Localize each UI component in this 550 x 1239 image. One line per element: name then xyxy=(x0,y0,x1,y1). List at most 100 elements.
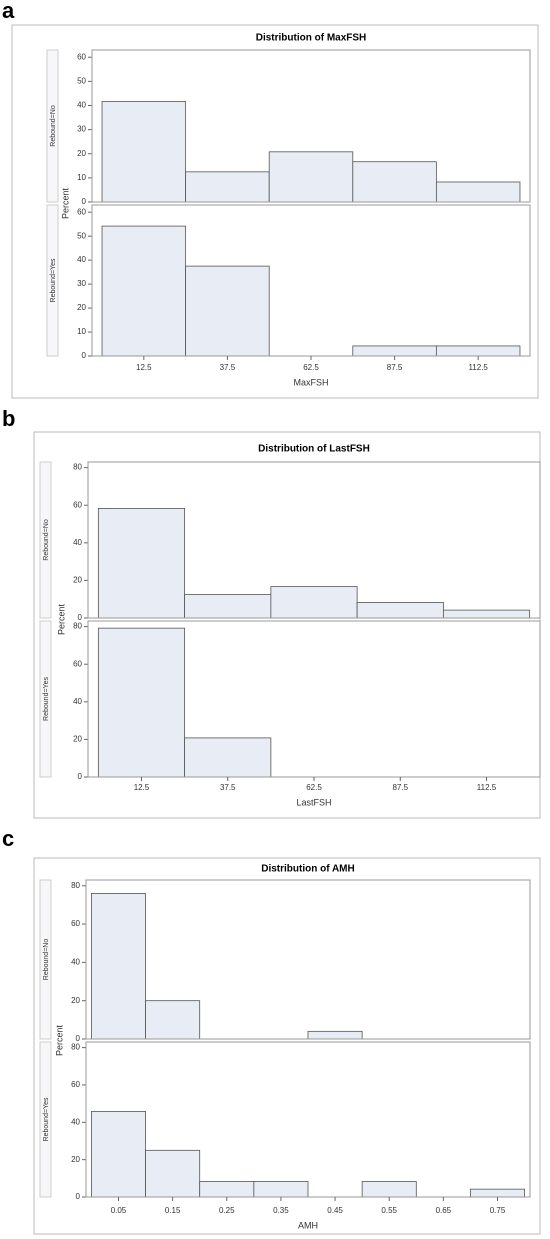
y-tick-label: 30 xyxy=(77,279,86,288)
y-tick-label: 60 xyxy=(73,659,82,668)
bar xyxy=(268,151,354,203)
y-axis-label: Percent xyxy=(56,603,66,635)
x-tick-label: 87.5 xyxy=(392,783,408,792)
y-tick-label: 0 xyxy=(78,772,83,781)
panel-frame xyxy=(11,24,539,399)
y-tick-label: 20 xyxy=(77,303,86,312)
bar xyxy=(184,594,272,619)
strip-label: Rebound=No xyxy=(43,939,50,981)
y-tick-label: 60 xyxy=(77,207,86,216)
plot-frame xyxy=(85,879,531,1040)
panel-label: c xyxy=(2,826,14,851)
bar xyxy=(185,265,270,357)
y-tick-label: 80 xyxy=(71,881,80,890)
x-tick-label: 0.25 xyxy=(219,1206,235,1215)
bar xyxy=(145,1000,201,1040)
x-axis-label: MaxFSH xyxy=(293,377,328,387)
bar xyxy=(435,181,521,203)
x-tick-label: 62.5 xyxy=(306,783,322,792)
x-tick-label: 0.65 xyxy=(436,1206,452,1215)
chart-title: Distribution of AMH xyxy=(261,864,355,875)
y-tick-label: 30 xyxy=(77,125,86,134)
y-tick-label: 20 xyxy=(71,996,80,1005)
strip xyxy=(46,49,59,203)
x-tick-label: 0.05 xyxy=(111,1206,127,1215)
x-tick-label: 87.5 xyxy=(387,363,403,372)
y-tick-label: 60 xyxy=(71,1080,80,1089)
x-axis-label: AMH xyxy=(298,1220,318,1230)
y-tick-label: 60 xyxy=(77,52,86,61)
x-tick-label: 12.5 xyxy=(136,363,152,372)
bar xyxy=(307,1030,363,1040)
plot-frame xyxy=(87,461,541,619)
bar xyxy=(270,586,358,619)
x-tick-label: 37.5 xyxy=(220,783,236,792)
y-tick-label: 60 xyxy=(71,919,80,928)
bar xyxy=(184,737,272,778)
y-tick-label: 80 xyxy=(71,1043,80,1052)
y-tick-label: 20 xyxy=(71,1155,80,1164)
panel-frame xyxy=(33,857,541,1235)
bar xyxy=(470,1188,525,1198)
x-tick-label: 0.45 xyxy=(327,1206,343,1215)
y-tick-label: 0 xyxy=(82,351,87,360)
y-tick-label: 20 xyxy=(73,576,82,585)
x-tick-label: 0.15 xyxy=(165,1206,181,1215)
bar xyxy=(361,1181,417,1198)
strip-label: Rebound=Yes xyxy=(43,677,50,721)
x-axis-label: LastFSH xyxy=(296,797,331,807)
chart-title: Distribution of LastFSH xyxy=(258,444,370,455)
panel-label: a xyxy=(2,0,15,23)
y-tick-label: 0 xyxy=(76,1034,81,1043)
x-tick-label: 0.75 xyxy=(490,1206,506,1215)
x-tick-label: 12.5 xyxy=(134,783,150,792)
strip xyxy=(39,620,52,778)
bar xyxy=(97,508,186,619)
y-tick-label: 0 xyxy=(76,1192,81,1201)
strip-label: Rebound=No xyxy=(50,105,57,147)
panel-label: b xyxy=(2,406,15,431)
y-tick-label: 20 xyxy=(73,735,82,744)
y-tick-label: 40 xyxy=(77,101,86,110)
bar xyxy=(145,1149,201,1198)
bar xyxy=(199,1181,255,1198)
y-tick-label: 10 xyxy=(77,327,86,336)
y-tick-label: 0 xyxy=(78,613,83,622)
y-tick-label: 40 xyxy=(73,697,82,706)
bar xyxy=(91,1111,146,1198)
strip-label: Rebound=No xyxy=(43,519,50,561)
bar xyxy=(442,609,531,619)
bar xyxy=(435,345,521,357)
y-tick-label: 60 xyxy=(73,500,82,509)
y-axis-label: Percent xyxy=(60,187,70,219)
y-axis-label: Percent xyxy=(54,1024,64,1056)
plot-frame xyxy=(91,49,531,203)
bar xyxy=(91,893,146,1040)
plot-frame xyxy=(85,1041,531,1198)
x-tick-label: 62.5 xyxy=(303,363,319,372)
bar xyxy=(352,161,437,203)
strip-label: Rebound=Yes xyxy=(50,258,57,302)
x-tick-label: 112.5 xyxy=(477,783,497,792)
bar xyxy=(101,225,187,357)
strip-label: Rebound=Yes xyxy=(43,1097,50,1141)
bar xyxy=(356,602,444,619)
y-tick-label: 40 xyxy=(71,957,80,966)
y-tick-label: 40 xyxy=(73,538,82,547)
y-tick-label: 10 xyxy=(77,173,86,182)
x-tick-label: 37.5 xyxy=(220,363,236,372)
strip xyxy=(39,879,52,1040)
bar xyxy=(253,1181,309,1198)
y-tick-label: 80 xyxy=(73,622,82,631)
y-tick-label: 50 xyxy=(77,231,86,240)
y-tick-label: 0 xyxy=(82,197,87,206)
chart-title: Distribution of MaxFSH xyxy=(256,33,367,44)
y-tick-label: 50 xyxy=(77,76,86,85)
bar xyxy=(101,100,187,203)
strip xyxy=(39,461,52,619)
x-tick-label: 0.55 xyxy=(381,1206,397,1215)
x-tick-label: 0.35 xyxy=(273,1206,289,1215)
x-tick-label: 112.5 xyxy=(468,363,488,372)
bar xyxy=(185,171,270,203)
